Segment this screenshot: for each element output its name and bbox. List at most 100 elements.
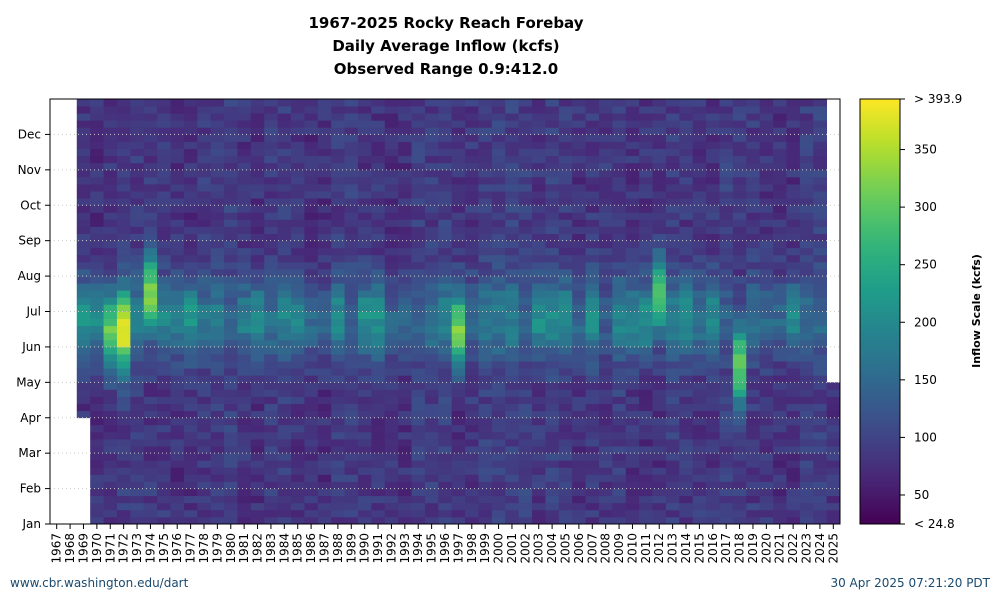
heatmap-cell [317,368,332,376]
heatmap-cell [491,325,506,334]
heatmap-cell [505,410,520,419]
x-tick-label-2024: 2024 [813,533,827,564]
heatmap-cell [786,283,801,291]
heatmap-cell [424,261,439,270]
footer-url[interactable]: www.cbr.washington.edu/dart [10,576,189,590]
heatmap-cell [277,304,292,312]
heatmap-cell [612,509,627,518]
heatmap-cell [291,509,305,518]
heatmap-cell [585,509,600,518]
heatmap-cell [692,403,707,412]
heatmap-cell [465,283,479,291]
heatmap-cell [371,304,386,312]
heatmap-cell [478,212,493,220]
heatmap-cell [143,184,158,192]
heatmap-cell [518,176,533,185]
heatmap-cell [465,431,479,440]
heatmap-cell [291,276,305,284]
heatmap-cell [451,212,466,220]
heatmap-cell [357,212,372,220]
heatmap-cell [371,495,386,504]
heatmap-cell [719,205,734,213]
heatmap-cell [157,205,171,213]
heatmap-cell [665,481,680,489]
heatmap-cell [625,453,640,461]
heatmap-cell [759,375,774,383]
heatmap-cell [518,233,533,242]
heatmap-cell [532,325,546,334]
heatmap-cell [491,191,506,199]
heatmap-cell [786,474,801,482]
heatmap-cell [264,99,279,107]
heatmap-cell [786,148,801,157]
heatmap-cell [143,446,158,454]
heatmap-cell [411,325,426,334]
heatmap-cell [532,361,546,369]
heatmap-cell [465,346,479,355]
heatmap-cell [384,120,399,128]
heatmap-cell [505,297,520,305]
heatmap-cell [130,389,145,397]
heatmap-cell [237,424,252,433]
heatmap-cell [357,424,372,433]
heatmap-cell [197,120,212,128]
heatmap-cell [143,311,158,319]
heatmap-cell [465,495,479,504]
x-tick-label-2021: 2021 [773,533,787,564]
heatmap-cell [183,474,198,482]
heatmap-cell [572,254,586,263]
heatmap-cell [197,389,212,397]
heatmap-cell [317,254,332,263]
x-tick-label-1994: 1994 [411,533,425,564]
heatmap-cell [585,332,600,341]
heatmap-cell [371,467,386,475]
heatmap-cell [210,99,225,107]
heatmap-cell [612,127,627,135]
heatmap-cell [103,99,118,107]
heatmap-cell [264,502,279,511]
heatmap-cell [625,184,640,192]
heatmap-cell [197,254,212,263]
heatmap-cell [639,205,653,213]
heatmap-cell [357,276,372,284]
heatmap-cell [478,247,493,256]
heatmap-cell [692,261,707,270]
heatmap-cell [130,106,145,114]
heatmap-cell [799,318,814,327]
heatmap-cell [130,240,145,249]
heatmap-cell [545,113,560,121]
heatmap-cell [478,198,493,206]
heatmap-cell [143,495,158,504]
heatmap-cell [224,332,238,341]
heatmap-cell [465,502,479,511]
heatmap-cell [679,431,694,440]
heatmap-cell [759,276,774,284]
heatmap-cell [304,176,319,185]
heatmap-cell [625,460,640,468]
heatmap-cell [357,184,372,192]
heatmap-cell [692,205,707,213]
heatmap-cell [197,318,212,327]
heatmap-cell [357,354,372,362]
heatmap-column-2005 [558,99,573,525]
heatmap-cell [384,467,399,475]
heatmap-cell [210,509,225,518]
heatmap-cell [304,212,319,220]
heatmap-cell [277,368,292,376]
heatmap-cell [170,99,185,107]
heatmap-cell [237,247,252,256]
heatmap-cell [438,403,453,412]
heatmap-cell [357,162,372,171]
heatmap-cell [773,460,787,468]
heatmap-cell [130,516,145,525]
heatmap-cell [826,403,841,412]
heatmap-cell [692,127,707,135]
heatmap-cell [786,106,801,114]
heatmap-cell [746,297,761,305]
heatmap-cell [572,453,586,461]
heatmap-column-1972 [116,99,131,525]
heatmap-cell [331,375,345,383]
heatmap-cell [277,148,292,157]
heatmap-cell [76,396,91,404]
heatmap-cell [572,325,586,334]
